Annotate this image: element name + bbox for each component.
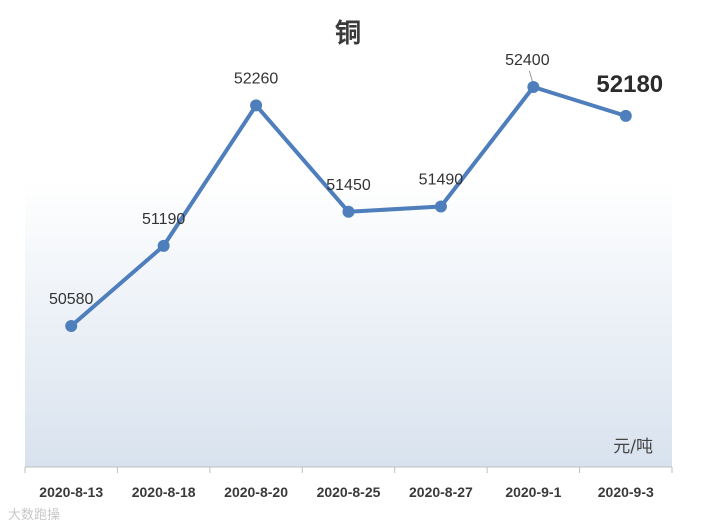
data-point bbox=[250, 99, 263, 112]
x-axis-labels: 2020-8-13 2020-8-18 2020-8-20 2020-8-25 2020… bbox=[39, 484, 654, 500]
chart-title: 铜 bbox=[335, 19, 361, 49]
x-tick-label: 2020-8-20 bbox=[224, 484, 288, 500]
data-point bbox=[527, 81, 540, 93]
data-points bbox=[65, 81, 632, 332]
x-tick-label: 2020-8-13 bbox=[39, 484, 103, 500]
data-label: 50580 bbox=[49, 291, 94, 308]
data-point bbox=[65, 320, 78, 332]
x-tick-label: 2020-9-1 bbox=[505, 484, 561, 500]
data-labels: 50580 51190 52260 51450 51490 52400 52180 bbox=[49, 52, 663, 308]
data-point bbox=[619, 109, 632, 122]
label-leader-line bbox=[528, 70, 533, 82]
x-tick-label: 2020-8-27 bbox=[409, 484, 473, 500]
watermark: 大数跑操 bbox=[8, 508, 61, 523]
data-label: 52180 bbox=[596, 71, 663, 98]
x-tick-label: 2020-9-3 bbox=[598, 484, 654, 500]
data-label: 52260 bbox=[234, 70, 279, 87]
x-tick-label: 2020-8-25 bbox=[317, 484, 381, 500]
data-point bbox=[157, 239, 170, 252]
data-label: 51450 bbox=[326, 177, 371, 194]
data-label: 51190 bbox=[142, 211, 185, 228]
x-axis-ticks bbox=[24, 467, 673, 473]
plot-background bbox=[25, 180, 672, 467]
data-point bbox=[434, 200, 447, 213]
unit-label: 元/吨 bbox=[613, 437, 653, 457]
x-tick-label: 2020-8-18 bbox=[132, 484, 196, 500]
data-label: 52400 bbox=[505, 52, 550, 69]
data-label: 51490 bbox=[419, 172, 464, 189]
data-point bbox=[342, 205, 355, 218]
